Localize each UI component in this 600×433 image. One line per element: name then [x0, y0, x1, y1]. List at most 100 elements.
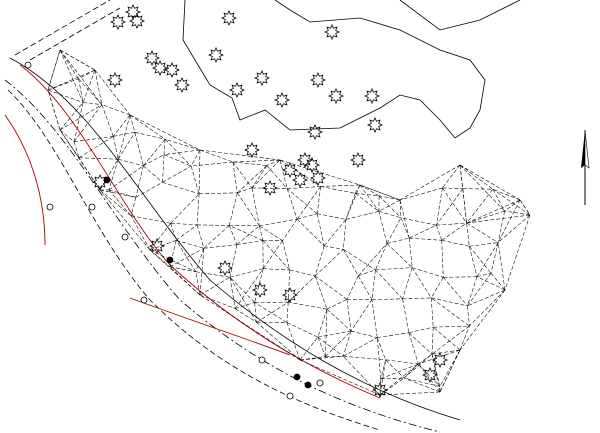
mesh-edge	[232, 161, 253, 189]
mesh-boundary-edge	[439, 349, 461, 393]
mesh-edge	[108, 165, 144, 191]
mesh-edge	[343, 356, 381, 396]
mesh-edge	[79, 157, 119, 160]
mesh-edge	[129, 114, 136, 133]
mesh-edge	[99, 189, 132, 216]
mesh-edge	[431, 354, 441, 387]
mesh-edge	[229, 277, 257, 323]
mesh-edge	[343, 355, 386, 361]
manhole-icon	[103, 176, 111, 184]
mesh-edge	[163, 139, 166, 155]
mesh-edge	[314, 245, 325, 277]
mesh-edge	[143, 154, 165, 167]
mesh-edge	[316, 213, 325, 246]
trees	[92, 4, 448, 398]
mesh-edge	[113, 114, 131, 137]
mesh-edge	[229, 244, 238, 278]
mesh-edge	[117, 114, 131, 160]
mesh-edge	[418, 363, 441, 387]
tree-symbol-icon	[254, 70, 270, 86]
triangulation-mesh	[47, 49, 531, 396]
top-boundary-2	[29, 7, 121, 61]
mesh-edge	[251, 187, 260, 226]
road-edges	[4, 0, 461, 433]
tree-symbol-icon	[244, 142, 260, 158]
mesh-edge	[476, 242, 499, 277]
mesh-edge	[403, 377, 441, 393]
mesh-edge	[408, 332, 433, 355]
mesh-edge	[402, 297, 432, 300]
mesh-edge	[492, 189, 531, 216]
mesh-edge	[490, 242, 499, 274]
mesh-edge	[165, 139, 201, 151]
mesh-edge	[418, 363, 441, 393]
red-line-2	[129, 297, 291, 356]
mesh-edge	[433, 325, 470, 328]
mesh-edge	[380, 363, 419, 380]
mesh-edge	[73, 141, 80, 158]
mesh-edge	[317, 336, 344, 357]
mesh-edge	[232, 159, 281, 163]
north-arrow-icon	[581, 129, 590, 205]
mesh-edge	[229, 277, 236, 309]
vegetation-boundary	[182, 0, 521, 139]
mesh-edge	[459, 164, 494, 190]
mesh-edge	[467, 289, 506, 307]
mesh-edge	[99, 189, 136, 198]
mesh-edge	[130, 215, 151, 251]
mesh-edge	[254, 302, 257, 323]
mesh-edge	[431, 297, 468, 307]
mesh-boundary-edge	[94, 69, 131, 116]
mesh-edge	[59, 49, 103, 105]
mesh-edge	[466, 214, 531, 224]
mesh-edge	[439, 349, 461, 387]
mesh-edge	[379, 195, 401, 201]
mesh-edge	[314, 249, 344, 277]
mesh-edge	[385, 359, 405, 379]
mesh-edge	[323, 219, 347, 247]
mesh-edge	[359, 184, 380, 212]
mesh-edge	[358, 269, 376, 277]
mesh-edge	[59, 49, 79, 79]
mesh-edge	[371, 298, 403, 300]
mesh-edge	[317, 213, 347, 220]
mesh-edge	[355, 193, 380, 212]
mesh-boundary-edge	[199, 294, 301, 361]
mesh-edge	[59, 102, 84, 131]
mesh-edge	[409, 224, 437, 239]
mesh-edge	[176, 224, 198, 241]
mesh-edge	[466, 189, 494, 224]
woodland-edge	[182, 0, 486, 139]
mesh-edge	[467, 305, 470, 327]
mesh-edge	[78, 69, 96, 80]
mesh-edge	[442, 187, 467, 224]
mesh-edge	[229, 225, 263, 241]
mesh-edge	[235, 308, 257, 323]
mesh-edge	[162, 154, 165, 183]
mesh-edge	[469, 242, 499, 247]
tree-symbol-icon	[350, 152, 366, 168]
mesh-edge	[286, 188, 298, 220]
mesh-edge	[282, 240, 290, 271]
top-boundary	[14, 0, 111, 56]
mesh-edge	[236, 225, 260, 245]
mesh-boundary-edge	[59, 129, 101, 191]
mesh-edge	[402, 267, 413, 299]
mesh-edge	[476, 272, 492, 278]
mesh-edge	[197, 224, 230, 226]
mesh-edge	[386, 237, 410, 244]
mesh-boundary-edge	[379, 391, 441, 396]
mesh-edge	[492, 188, 521, 201]
mesh-edge	[108, 189, 136, 198]
mesh-edge	[375, 269, 403, 300]
mesh-boundary-edge	[459, 164, 521, 201]
mesh-edge	[346, 299, 352, 332]
mesh-edge	[430, 297, 434, 328]
road-edge-lower	[4, 79, 441, 433]
mesh-edge	[74, 136, 114, 143]
tree-symbol-icon	[328, 88, 344, 104]
mesh-edge	[441, 240, 470, 247]
manhole-icon	[140, 296, 148, 304]
mesh-edge	[279, 159, 288, 189]
